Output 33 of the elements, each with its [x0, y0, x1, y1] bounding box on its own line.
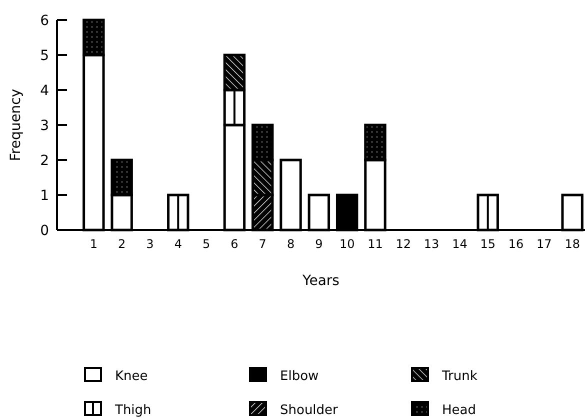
y-tick-label: 1	[40, 188, 49, 204]
x-tick-label: 4	[174, 237, 182, 251]
x-tick-label: 5	[202, 237, 210, 251]
y-tick-label: 5	[40, 48, 49, 64]
legend-label: Shoulder	[280, 403, 339, 418]
y-tick-label: 2	[40, 153, 49, 169]
x-tick-label: 2	[118, 237, 126, 251]
x-tick-label: 14	[452, 237, 468, 251]
legend-label: Thigh	[114, 403, 152, 418]
legend-label: Elbow	[280, 369, 320, 384]
x-tick-label: 12	[396, 237, 412, 251]
y-tick-label: 4	[40, 83, 50, 99]
x-tick-label: 9	[315, 237, 323, 251]
y-axis-title: Frequency	[8, 88, 24, 162]
x-tick-label: 6	[230, 237, 238, 251]
legend-label: Trunk	[441, 369, 478, 384]
x-axis-title: Years	[302, 273, 340, 289]
x-tick-label: 16	[508, 237, 524, 251]
x-tick-label: 7	[258, 237, 266, 251]
legend-label: Head	[442, 403, 476, 418]
x-tick-label: 15	[480, 237, 496, 251]
x-tick-label: 18	[564, 237, 580, 251]
x-tick-label: 17	[536, 237, 552, 251]
x-tick-label: 8	[286, 237, 295, 251]
y-tick-label: 6	[40, 13, 50, 29]
x-tick-label: 1	[90, 237, 98, 251]
x-tick-label: 3	[146, 237, 154, 251]
x-tick-label: 10	[339, 237, 355, 251]
y-tick-label: 0	[40, 223, 49, 239]
x-tick-label: 11	[368, 237, 383, 251]
x-tick-label: 13	[424, 237, 440, 251]
legend-label: Knee	[115, 369, 148, 384]
y-tick-label: 3	[40, 118, 49, 134]
